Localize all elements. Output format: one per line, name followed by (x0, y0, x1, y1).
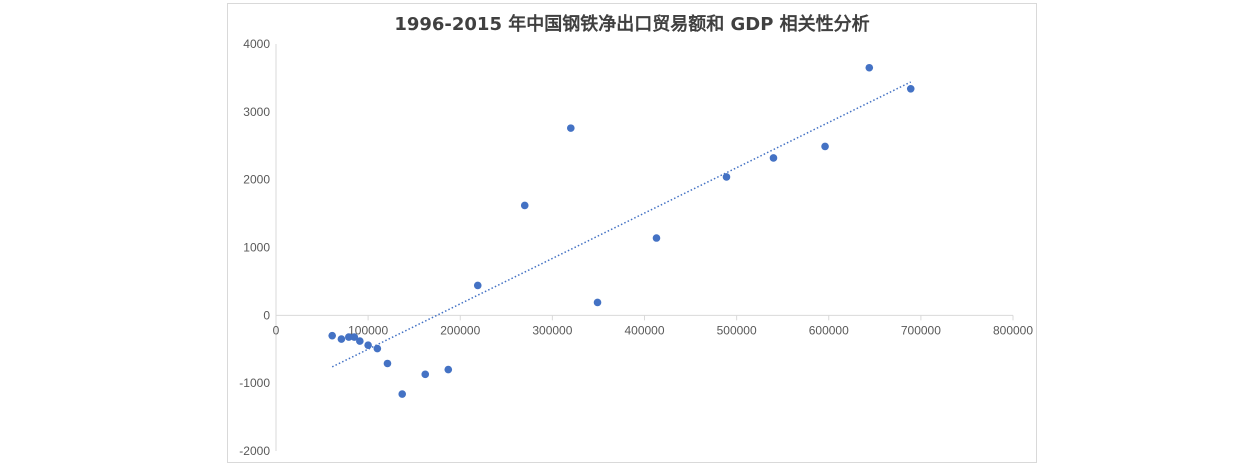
data-point (821, 142, 829, 151)
data-point (421, 370, 430, 379)
y-tick-label: 1000 (243, 241, 270, 255)
data-point (364, 341, 372, 349)
data-point (344, 333, 353, 341)
x-tick-label: 400000 (624, 323, 664, 337)
data-point (865, 63, 874, 72)
y-tick-label: 2000 (243, 173, 270, 187)
data-point (337, 335, 346, 343)
data-point (383, 359, 392, 368)
x-tick-label: 0 (273, 323, 280, 337)
x-tick-label: 800000 (993, 323, 1033, 337)
y-tick-label: 3000 (243, 105, 270, 119)
y-tick-label: -1000 (239, 376, 270, 390)
y-tick-label: -2000 (239, 444, 270, 458)
tick-labels-layer: 0 100000 200000 300000 400000 500000 600000 700… (239, 37, 1033, 458)
data-point (567, 124, 575, 132)
trendline-layer (331, 81, 912, 368)
x-tick-label: 600000 (809, 323, 849, 337)
data-point (444, 365, 453, 374)
data-point (722, 173, 731, 181)
chart-panel (227, 3, 1037, 463)
data-point (350, 333, 359, 341)
x-tick-label: 700000 (901, 323, 941, 337)
linear-trendline (331, 81, 912, 368)
data-point (593, 298, 602, 307)
y-tick-label: 0 (263, 308, 270, 322)
data-point (906, 84, 915, 93)
data-point (356, 337, 364, 345)
x-tick-label: 200000 (440, 323, 480, 337)
y-tick-label: 4000 (243, 37, 270, 51)
data-point (652, 234, 661, 242)
data-point (473, 281, 482, 290)
x-tick-label: 500000 (717, 323, 757, 337)
data-point (520, 201, 529, 210)
x-tick-label: 100000 (348, 323, 388, 337)
data-point (328, 331, 336, 340)
data-point (373, 344, 382, 353)
axes-layer (275, 44, 1014, 451)
x-tick-label: 300000 (532, 323, 572, 337)
data-point (769, 154, 778, 162)
chart-title: 1996-2015 年中国钢铁净出口贸易额和 GDP 相关性分析 (394, 14, 870, 35)
data-points-layer (328, 63, 915, 398)
data-point (398, 390, 407, 398)
